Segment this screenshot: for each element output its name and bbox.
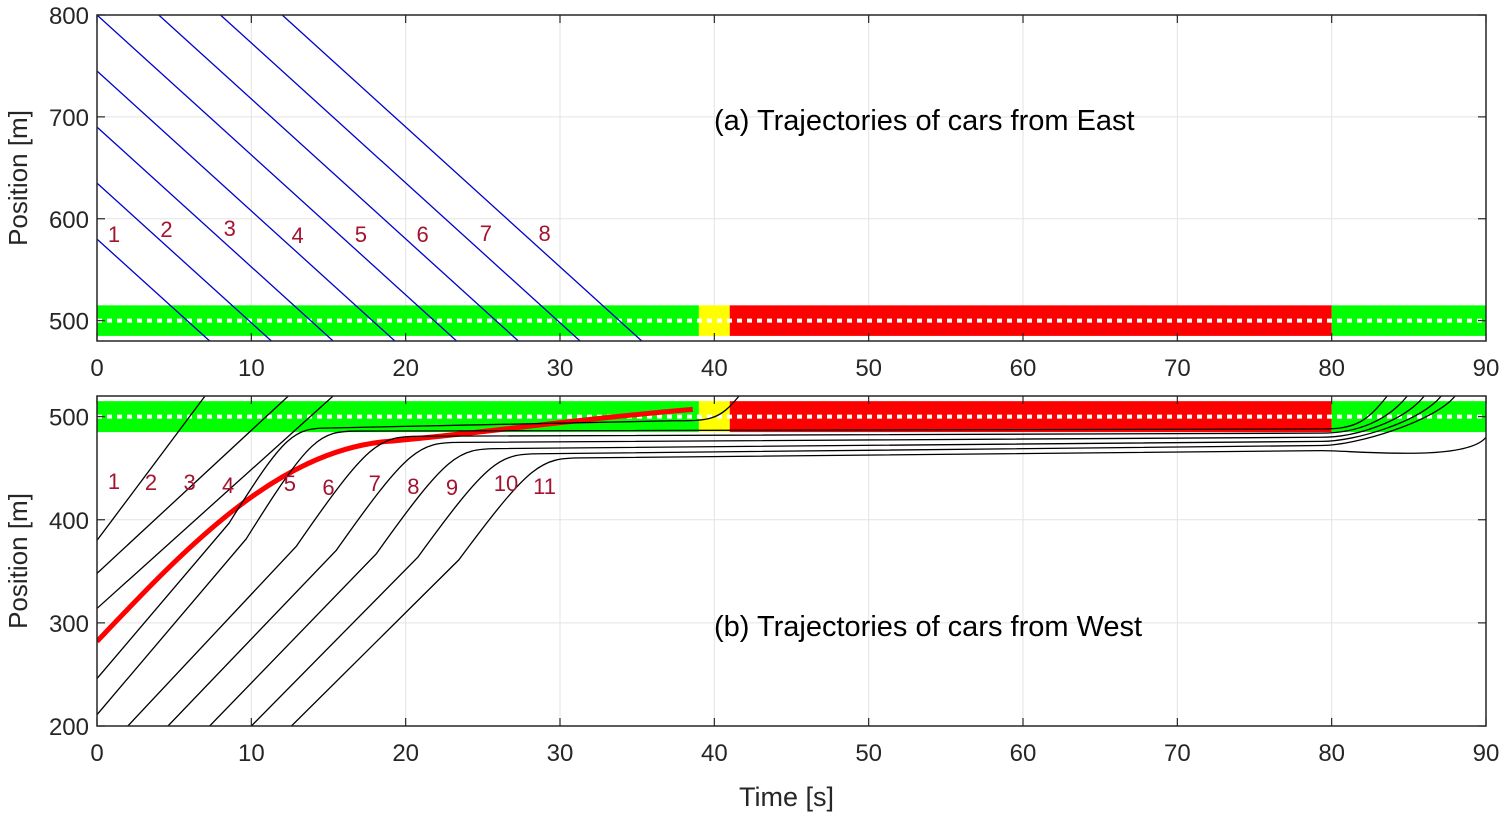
x-tick-label: 60 xyxy=(1010,740,1037,767)
trajectory-line xyxy=(97,238,211,341)
panel-b-west: 1 2 3 4 5 6 7 8 9 10 11 0 10 20 30 40 50 60 70 80 90 200 300 40… xyxy=(3,395,1500,812)
car-number-label: 4 xyxy=(292,223,304,248)
panel-title: (b) Trajectories of cars from West xyxy=(714,611,1142,643)
car-number-label: 8 xyxy=(407,474,419,499)
car-number-label: 3 xyxy=(183,470,195,495)
car-number-label: 5 xyxy=(355,222,367,247)
trajectory-line xyxy=(97,396,289,574)
car-number-label: 4 xyxy=(222,473,234,498)
trajectory-line xyxy=(97,396,334,609)
trajectory-line xyxy=(167,396,1425,726)
car-number-label: 11 xyxy=(533,474,556,499)
axes-box xyxy=(96,395,1487,727)
axes-box xyxy=(96,14,1487,342)
plot-area xyxy=(97,396,1486,726)
x-tick-label: 70 xyxy=(1164,355,1191,382)
x-tick-label: 70 xyxy=(1164,740,1191,767)
car-number-label: 6 xyxy=(322,475,334,500)
car-number-label: 2 xyxy=(145,470,157,495)
x-tick-label: 30 xyxy=(547,740,574,767)
x-tick-label: 40 xyxy=(701,355,728,382)
trajectory-line xyxy=(209,396,1442,726)
trajectory-line xyxy=(97,182,272,341)
trajectory-line xyxy=(97,396,740,679)
x-tick-label: 90 xyxy=(1473,355,1500,382)
x-tick-label: 50 xyxy=(855,740,882,767)
panel-title: (a) Trajectories of cars from East xyxy=(714,105,1135,137)
car-number-label: 6 xyxy=(417,222,429,247)
y-axis-label: Position [m] xyxy=(3,493,33,629)
trajectory-line xyxy=(97,396,1388,716)
x-tick-label: 60 xyxy=(1010,355,1037,382)
x-tick-label: 0 xyxy=(90,355,103,382)
y-axis-label: Position [m] xyxy=(3,110,33,246)
trajectory-line xyxy=(220,15,581,341)
car-number-label: 3 xyxy=(224,216,236,241)
car-number-label: 7 xyxy=(480,221,492,246)
x-tick-label: 40 xyxy=(701,740,728,767)
x-tick-label: 80 xyxy=(1318,355,1345,382)
trajectory-line xyxy=(97,126,334,341)
trajectory-line xyxy=(97,396,206,541)
y-tick-label: 800 xyxy=(49,3,89,30)
plot-background xyxy=(97,15,1486,341)
x-axis-label: Time [s] xyxy=(739,782,834,812)
x-tick-label: 90 xyxy=(1473,740,1500,767)
x-tick-label: 0 xyxy=(90,740,103,767)
car-number-label: 8 xyxy=(538,221,550,246)
trajectory-line xyxy=(250,396,1456,726)
x-tick-label: 10 xyxy=(238,355,265,382)
trajectory-line xyxy=(281,15,643,341)
y-tick-label: 400 xyxy=(49,508,89,535)
trajectory-line xyxy=(127,396,1408,726)
x-tick-label: 30 xyxy=(547,355,574,382)
y-tick-label: 600 xyxy=(49,207,89,234)
car-number-label: 5 xyxy=(284,471,296,496)
trajectory-line xyxy=(291,436,1486,726)
panel-a-east: 1 2 3 4 5 6 7 80 10 20 30 40 50 60 70 80 90500600700800P… xyxy=(3,3,1499,382)
trajectory-line xyxy=(97,70,396,341)
trajectory-line xyxy=(97,15,458,341)
car-number-label: 10 xyxy=(494,471,518,496)
x-tick-label: 20 xyxy=(392,740,419,767)
y-tick-label: 500 xyxy=(49,405,89,432)
plot-area xyxy=(97,15,1486,341)
car-number-label: 9 xyxy=(446,475,458,500)
car-number-label: 2 xyxy=(160,217,172,242)
y-tick-label: 200 xyxy=(49,714,89,741)
x-tick-label: 20 xyxy=(392,355,419,382)
y-tick-label: 500 xyxy=(49,309,89,336)
x-tick-label: 80 xyxy=(1318,740,1345,767)
car-number-label: 7 xyxy=(369,471,381,496)
trajectory-line xyxy=(158,15,519,341)
x-tick-label: 10 xyxy=(238,740,265,767)
x-tick-label: 50 xyxy=(855,355,882,382)
y-tick-label: 300 xyxy=(49,611,89,638)
car-number-label: 1 xyxy=(108,469,120,494)
car-number-label: 1 xyxy=(108,222,120,247)
signal-yellow-phase xyxy=(698,305,730,336)
y-tick-label: 700 xyxy=(49,105,89,132)
